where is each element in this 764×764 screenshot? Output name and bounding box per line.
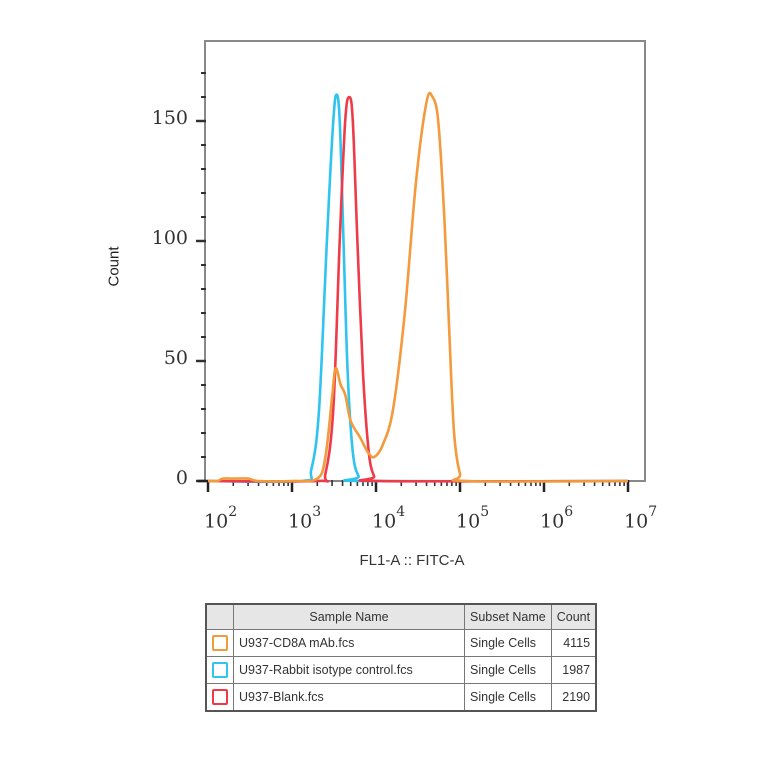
legend-count: 4115 <box>550 629 597 657</box>
y-axis-label: Count <box>105 246 123 287</box>
legend-sample-name: U937-Blank.fcs <box>233 683 465 712</box>
x-tick-label: 107 <box>624 504 658 533</box>
legend-subset-name: Single Cells <box>464 656 552 684</box>
y-tick-label: 50 <box>163 347 188 369</box>
legend-sample-name: U937-CD8A mAb.fcs <box>233 629 465 657</box>
legend-sample-name: U937-Rabbit isotype control.fcs <box>233 656 465 684</box>
y-tick-label: 100 <box>151 227 188 249</box>
legend-row: U937-Blank.fcs Single Cells 2190 <box>205 683 597 712</box>
legend-header-count: Count <box>550 603 597 630</box>
legend-swatch-cell <box>205 683 234 712</box>
x-tick-label: 104 <box>372 504 406 533</box>
histogram-curve-0 <box>207 91 629 483</box>
orange-swatch-icon <box>212 635 228 651</box>
histogram-curve-1 <box>207 93 629 484</box>
x-tick-label: 106 <box>540 504 574 533</box>
cyan-swatch-icon <box>212 662 228 678</box>
legend-row: U937-Rabbit isotype control.fcs Single C… <box>205 656 597 684</box>
red-swatch-icon <box>212 689 228 705</box>
legend-swatch-cell <box>205 629 234 657</box>
x-axis-label: FL1-A :: FITC-A <box>359 552 465 569</box>
legend-row: U937-CD8A mAb.fcs Single Cells 4115 <box>205 629 597 657</box>
x-tick-label: 103 <box>288 504 322 533</box>
legend-count: 1987 <box>550 656 597 684</box>
legend-header-swatch <box>205 603 234 630</box>
legend-swatch-cell <box>205 656 234 684</box>
legend-table: Sample Name Subset Name Count U937-CD8A … <box>205 603 598 712</box>
histogram-curves <box>207 91 629 484</box>
legend-header-subset-name: Subset Name <box>464 603 552 630</box>
x-tick-label: 102 <box>204 504 238 533</box>
y-tick-label: 0 <box>175 467 188 489</box>
legend-header-row: Sample Name Subset Name Count <box>205 603 597 630</box>
x-tick-label: 105 <box>456 504 490 533</box>
legend-subset-name: Single Cells <box>464 629 552 657</box>
legend-header-sample-name: Sample Name <box>233 603 465 630</box>
histogram-curve-2 <box>207 95 629 483</box>
legend-subset-name: Single Cells <box>464 683 552 712</box>
y-tick-label: 150 <box>151 107 188 129</box>
legend-count: 2190 <box>550 683 597 712</box>
